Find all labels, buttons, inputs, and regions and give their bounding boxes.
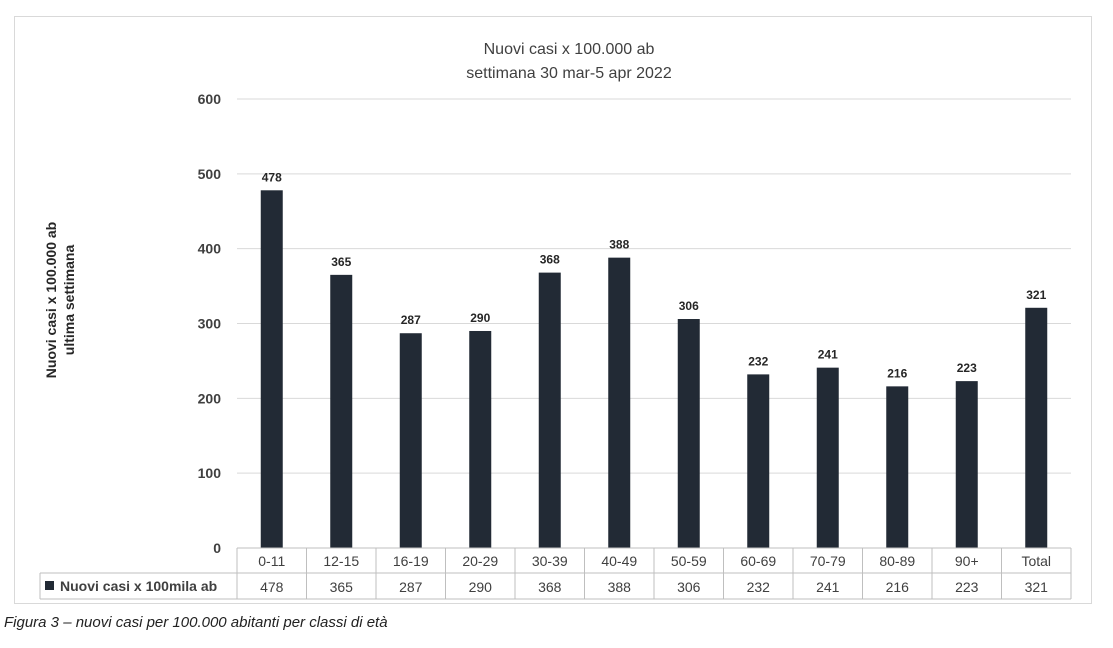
data-label: 223 bbox=[957, 361, 977, 375]
x-tick-label: 90+ bbox=[955, 553, 979, 569]
x-tick-label: 80-89 bbox=[879, 553, 915, 569]
x-tick-label: 12-15 bbox=[323, 553, 359, 569]
table-value: 365 bbox=[330, 579, 354, 595]
y-tick-label: 600 bbox=[198, 91, 222, 107]
data-label: 216 bbox=[887, 366, 907, 380]
bar bbox=[260, 190, 283, 548]
table-value: 241 bbox=[816, 579, 840, 595]
bar bbox=[955, 381, 978, 548]
data-label: 290 bbox=[470, 311, 490, 325]
table-value: 216 bbox=[886, 579, 910, 595]
table-value: 478 bbox=[260, 579, 284, 595]
x-tick-label: 16-19 bbox=[393, 553, 429, 569]
bar bbox=[469, 330, 492, 548]
data-label: 368 bbox=[540, 253, 560, 267]
y-tick-label: 300 bbox=[198, 316, 222, 332]
data-label: 306 bbox=[679, 299, 699, 313]
data-label: 388 bbox=[609, 238, 629, 252]
chart-subtitle: settimana 30 mar-5 apr 2022 bbox=[466, 65, 672, 82]
x-tick-label: 50-59 bbox=[671, 553, 707, 569]
table-value: 287 bbox=[399, 579, 423, 595]
x-tick-label: 60-69 bbox=[740, 553, 776, 569]
y-tick-label: 400 bbox=[198, 241, 222, 257]
data-label: 287 bbox=[401, 313, 421, 327]
legend-swatch bbox=[45, 581, 54, 590]
table-value: 223 bbox=[955, 579, 979, 595]
data-label: 478 bbox=[262, 170, 282, 184]
data-label: 241 bbox=[818, 348, 838, 362]
table-value: 388 bbox=[608, 579, 632, 595]
figure-caption: Figura 3 – nuovi casi per 100.000 abitan… bbox=[4, 614, 388, 631]
table-value: 232 bbox=[747, 579, 771, 595]
bar bbox=[886, 386, 909, 548]
y-axis-label-2: ultima settimana bbox=[61, 245, 77, 356]
table-value: 290 bbox=[469, 579, 493, 595]
y-tick-label: 100 bbox=[198, 465, 222, 481]
x-tick-label: 70-79 bbox=[810, 553, 846, 569]
legend-label: Nuovi casi x 100mila ab bbox=[60, 578, 217, 594]
x-tick-label: 0-11 bbox=[258, 553, 285, 569]
bar bbox=[608, 257, 631, 548]
bar bbox=[677, 319, 700, 548]
chart-title: Nuovi casi x 100.000 ab bbox=[484, 41, 655, 58]
y-axis-label: Nuovi casi x 100.000 ab bbox=[43, 222, 59, 378]
x-tick-label: 40-49 bbox=[601, 553, 637, 569]
bar bbox=[747, 374, 770, 548]
y-tick-label: 0 bbox=[213, 540, 221, 556]
x-tick-label: 30-39 bbox=[532, 553, 568, 569]
bar bbox=[538, 272, 561, 548]
table-value: 321 bbox=[1025, 579, 1049, 595]
bar bbox=[330, 274, 353, 548]
x-tick-label: Total bbox=[1021, 553, 1051, 569]
data-label: 365 bbox=[331, 255, 351, 269]
bar bbox=[399, 333, 422, 548]
data-label: 321 bbox=[1026, 288, 1046, 302]
bar bbox=[1025, 307, 1048, 548]
table-value: 306 bbox=[677, 579, 701, 595]
data-label: 232 bbox=[748, 354, 768, 368]
x-tick-label: 20-29 bbox=[462, 553, 498, 569]
y-tick-label: 200 bbox=[198, 390, 222, 406]
table-value: 368 bbox=[538, 579, 562, 595]
bar bbox=[816, 367, 839, 548]
y-tick-label: 500 bbox=[198, 166, 222, 182]
